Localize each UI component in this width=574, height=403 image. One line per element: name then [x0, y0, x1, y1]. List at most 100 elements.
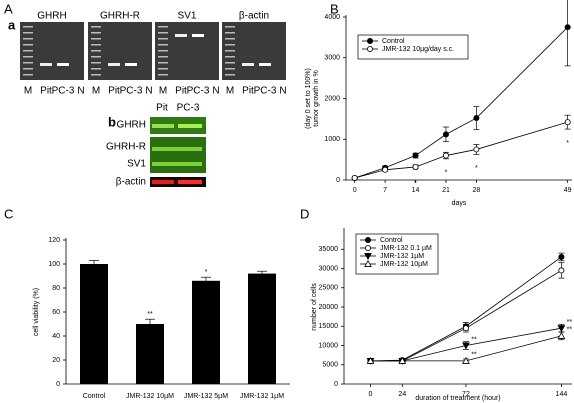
y-tick-label: 120: [48, 237, 60, 244]
lane-label: N: [279, 86, 286, 97]
marker: [442, 131, 449, 138]
x-tick-label: 0: [369, 391, 373, 398]
error-bar: [145, 318, 155, 330]
blot-label: b: [108, 114, 116, 129]
series-line: [354, 26, 568, 179]
legend-marker: [364, 259, 372, 267]
band: [57, 63, 69, 66]
y-tick-label: 3000: [324, 55, 340, 62]
significance: **: [471, 336, 477, 343]
gene-label: GHRH-R: [100, 11, 140, 22]
significance: **: [567, 319, 573, 326]
y-tick-label: 20: [52, 357, 60, 364]
band: [178, 180, 202, 184]
x-tick-label: 0: [353, 187, 357, 194]
y-tick-label: 15000: [319, 323, 339, 330]
ladder-band: [91, 68, 101, 70]
ladder-band: [225, 56, 235, 58]
lane-label: Pit: [156, 103, 168, 114]
legend-label: JMR-132 10µg/day s.c.: [382, 46, 454, 53]
x-tick-label: Control: [83, 393, 106, 400]
band: [152, 124, 174, 128]
band: [40, 63, 52, 66]
y-tick-label: 20000: [319, 304, 339, 311]
ladder-band: [91, 62, 101, 64]
y-tick-label: 0: [334, 381, 338, 388]
ladder-band: [225, 68, 235, 70]
series-line: [354, 121, 568, 179]
gene-label: GHRH-R: [106, 142, 146, 153]
ladder-band: [158, 32, 168, 34]
y-tick-label: 40: [52, 333, 60, 340]
legend-box: [357, 34, 469, 60]
bar: [192, 280, 220, 384]
band: [242, 63, 254, 66]
gene-label: β-actin: [239, 11, 269, 22]
legend-label: JMR-132 0.1 µM: [380, 245, 432, 252]
error-bar: [89, 260, 99, 268]
gene-label: SV1: [127, 159, 146, 170]
band: [192, 34, 204, 37]
lane-label: N: [77, 86, 84, 97]
lane-label: M: [226, 86, 234, 97]
legend-marker: [364, 253, 372, 261]
y-axis-label: number of cells: [311, 283, 318, 331]
y-axis-label: cell viability (%): [33, 288, 40, 336]
marker: [382, 166, 389, 173]
lane-label: N: [145, 86, 152, 97]
band: [178, 124, 202, 128]
marker: [473, 146, 480, 153]
x-tick-label: 24: [398, 391, 406, 398]
y-tick-label: 60: [52, 309, 60, 316]
gene-label: SV1: [178, 11, 197, 22]
marker: [558, 253, 565, 260]
ladder-band: [23, 62, 33, 64]
marker: [473, 115, 480, 122]
lane-label: Pit: [175, 86, 187, 97]
marker: [462, 356, 470, 364]
bar: [80, 264, 108, 384]
band: [152, 162, 202, 166]
panel-letter: B: [330, 1, 339, 16]
y-tick-label: 100: [48, 261, 60, 268]
ladder-band: [158, 62, 168, 64]
marker: [442, 152, 449, 159]
marker: [351, 174, 358, 181]
legend-marker: [364, 244, 371, 251]
legend-label: Control: [382, 38, 405, 45]
x-tick-label: 21: [442, 187, 450, 194]
marker: [557, 325, 566, 333]
ladder-band: [23, 26, 33, 28]
x-tick-label: JMR-132 10µM: [126, 393, 174, 400]
gene-label: β-actin: [116, 177, 146, 188]
x-tick-label: 144: [556, 391, 568, 398]
lane-label: PC-3: [187, 86, 210, 97]
legend-marker: [364, 236, 371, 243]
ladder-band: [158, 26, 168, 28]
gene-label: GHRH: [37, 11, 66, 22]
x-tick-label: 72: [462, 391, 470, 398]
marker: [462, 342, 470, 350]
ladder-band: [158, 74, 168, 76]
marker: [462, 325, 469, 332]
band: [125, 63, 137, 66]
error-bar: [201, 276, 211, 285]
ladder-band: [23, 68, 33, 70]
lane-label: PC-3: [177, 103, 200, 114]
ladder-band: [225, 50, 235, 52]
ladder-band: [91, 50, 101, 52]
lane-label: M: [92, 86, 100, 97]
gel-label: a: [8, 17, 16, 32]
x-tick-label: 28: [472, 187, 480, 194]
significance: *: [205, 269, 208, 276]
marker: [558, 267, 565, 274]
ladder-band: [225, 62, 235, 64]
ladder-band: [225, 26, 235, 28]
y-tick-label: 0: [56, 381, 60, 388]
y-tick-label: 4000: [324, 14, 340, 21]
bar: [248, 273, 276, 384]
ladder-band: [23, 56, 33, 58]
ladder-band: [23, 74, 33, 76]
legend-label: Control: [380, 237, 403, 244]
legend-marker: [366, 46, 373, 53]
